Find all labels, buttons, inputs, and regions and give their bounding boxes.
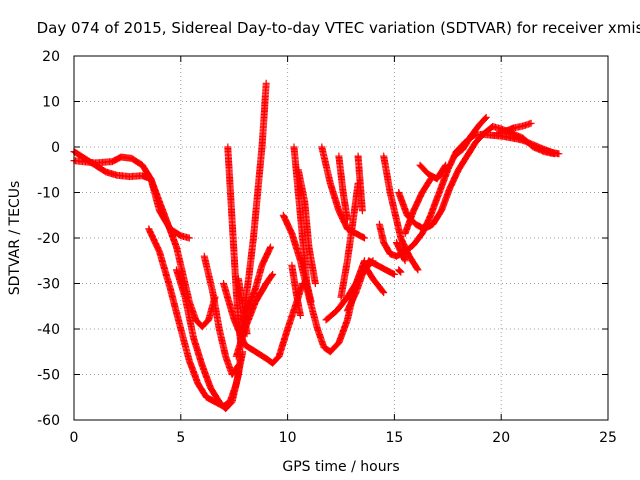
y-tick-label: 20 (42, 49, 60, 65)
axis-ticks: 0 5 10 15 20 25 -60 -50 -40 -30 -20 -10 0 10 20 (37, 49, 617, 446)
series-arc-26 (395, 123, 559, 233)
series-arc-3 (147, 175, 193, 242)
series-marks (337, 179, 362, 301)
series-marks (288, 261, 304, 319)
series-marks (401, 175, 435, 237)
series-arc-29 (450, 113, 490, 160)
series-arc-25 (380, 152, 422, 274)
y-tick-label: -30 (37, 277, 60, 293)
series-arc-23 (361, 261, 388, 297)
y-tick-label: -20 (37, 231, 60, 247)
series-marks (416, 161, 450, 183)
data-marks (70, 79, 563, 413)
series-arc-27 (401, 175, 435, 237)
x-axis-label: GPS time / hours (282, 459, 399, 475)
x-tick-label: 10 (279, 430, 297, 446)
x-tick-label: 0 (70, 430, 79, 446)
series-marks (395, 123, 559, 233)
x-tick-label: 20 (492, 430, 510, 446)
series-arc-32 (395, 266, 405, 276)
series-marks (147, 175, 193, 242)
series-arc-6 (200, 252, 242, 378)
series-arc-31 (393, 239, 409, 265)
y-tick-label: -50 (37, 368, 60, 384)
series-arc-14 (288, 261, 304, 319)
y-axis-label: SDTVAR / TECUs (7, 181, 23, 296)
series-arc-28 (416, 161, 450, 183)
series-marks (173, 266, 245, 413)
series-marks (450, 113, 490, 160)
y-tick-label: 0 (51, 140, 60, 156)
plot-frame (73, 55, 609, 421)
series-arc-21 (337, 179, 362, 301)
y-tick-label: -40 (37, 322, 60, 338)
series-marks (224, 143, 245, 347)
series-marks (294, 166, 319, 287)
series-arc-18 (335, 152, 351, 224)
series-marks (235, 275, 251, 338)
series-arc-30 (493, 119, 535, 137)
series-arc-8 (224, 143, 245, 347)
y-tick-label: -10 (37, 186, 60, 202)
series-arc-12 (235, 275, 251, 338)
series-arc-5 (173, 266, 245, 413)
series-marks (393, 239, 409, 265)
series-marks (361, 261, 388, 297)
x-tick-label: 25 (599, 430, 617, 446)
grid (74, 56, 608, 420)
series-marks (335, 152, 351, 224)
y-tick-label: -60 (37, 413, 60, 429)
y-tick-label: 10 (42, 95, 60, 111)
x-tick-label: 5 (176, 430, 185, 446)
series-marks (493, 119, 535, 137)
series-marks (200, 252, 242, 378)
series-marks (395, 266, 405, 276)
chart-title: Day 074 of 2015, Sidereal Day-to-day VTE… (37, 19, 640, 37)
series-marks (380, 152, 422, 274)
x-tick-label: 15 (385, 430, 403, 446)
series-arc-16 (294, 166, 319, 287)
